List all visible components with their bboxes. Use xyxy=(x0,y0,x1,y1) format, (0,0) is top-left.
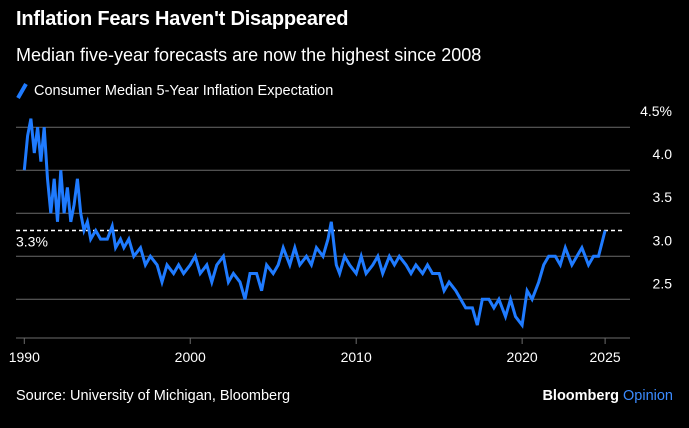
x-tick-label: 2020 xyxy=(507,349,538,365)
legend-label: Consumer Median 5-Year Inflation Expecta… xyxy=(34,83,334,99)
y-tick-label: 3.0 xyxy=(653,232,673,248)
series-line xyxy=(22,118,607,329)
series-group xyxy=(22,118,607,329)
y-tick-label: 3.5 xyxy=(653,189,673,205)
x-axis: 1990 2000 2010 2020 2025 xyxy=(9,338,621,365)
brand-suffix: Opinion xyxy=(623,388,673,404)
x-tick-label: 2010 xyxy=(341,349,372,365)
y-tick-label: 2.5 xyxy=(653,275,673,291)
x-tick-label: 2025 xyxy=(590,349,621,365)
brand-name: Bloomberg xyxy=(542,388,619,404)
y-axis: 2.5 3.0 3.5 4.0 4.5% xyxy=(640,103,672,291)
legend: Consumer Median 5-Year Inflation Expecta… xyxy=(16,82,333,100)
source-note: Source: University of Michigan, Bloomber… xyxy=(16,388,291,404)
reference-line-label: 3.3% xyxy=(16,233,48,249)
x-tick-label: 2000 xyxy=(175,349,206,365)
grid-lines xyxy=(16,126,630,339)
chart-subtitle: Median five-year forecasts are now the h… xyxy=(16,45,482,65)
legend-swatch-icon xyxy=(16,83,28,99)
chart-title: Inflation Fears Haven't Disappeared xyxy=(16,8,349,30)
y-tick-label: 4.0 xyxy=(653,146,673,162)
brand-logo: Bloomberg Opinion xyxy=(542,388,673,404)
x-tick-label: 1990 xyxy=(9,349,40,365)
reference-line-group: 3.3% xyxy=(16,229,622,249)
y-tick-label: 4.5% xyxy=(640,103,672,119)
